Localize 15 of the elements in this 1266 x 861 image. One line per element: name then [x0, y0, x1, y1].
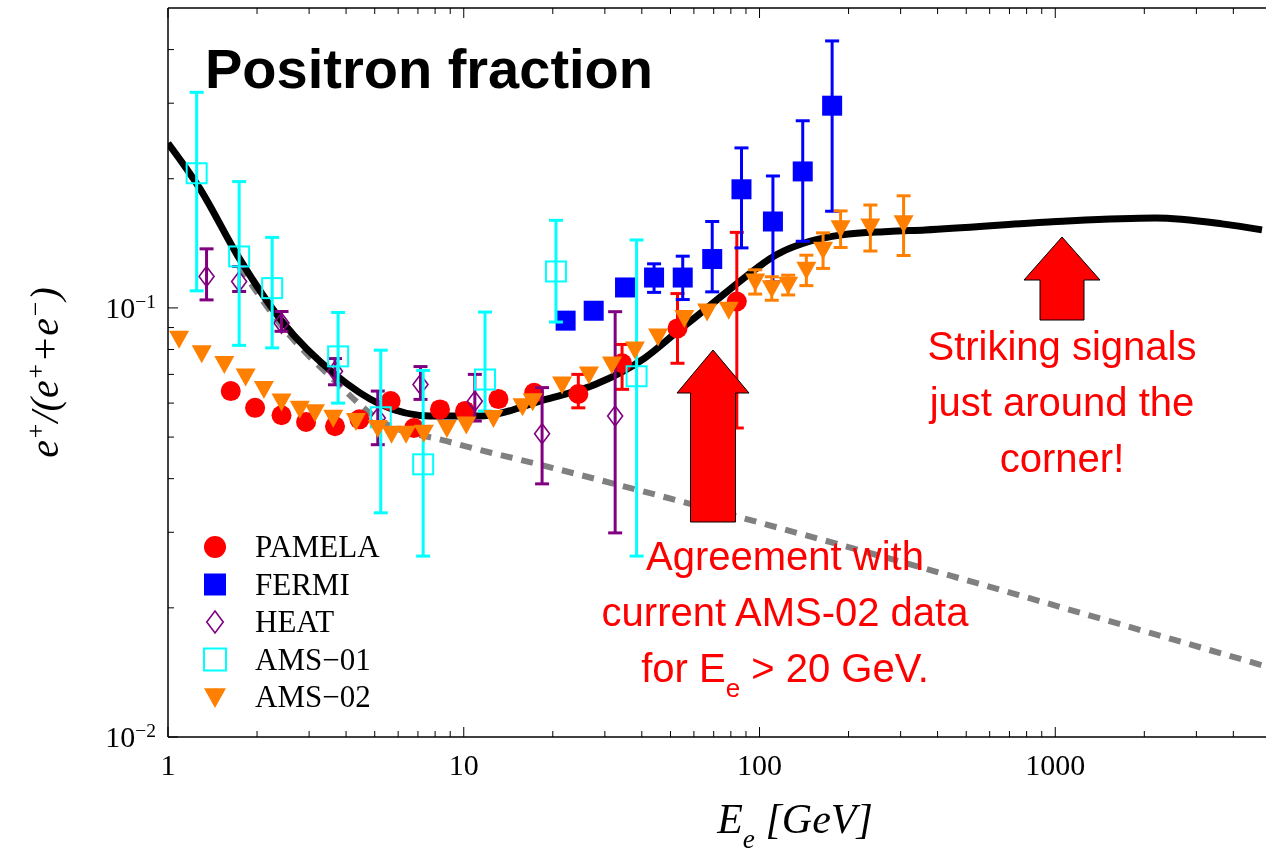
legend-label: PAMELA: [255, 529, 381, 564]
legend-label: FERMI: [255, 566, 350, 602]
x-tick-label: 1000: [1025, 748, 1086, 781]
y-tick-label: 10$^{−2}$: [105, 719, 156, 753]
legend-label: AMS−01: [255, 641, 371, 677]
x-tick-label: 10: [448, 748, 479, 781]
annotation: Agreement with current AMS-02 data for E$_{e}$ > 20 GeV.: [601, 534, 970, 703]
legend-label: AMS−02: [255, 679, 371, 714]
x-tick-label: 100: [737, 748, 783, 781]
text: Positron fraction: [205, 37, 654, 100]
y-tick-label: 10$^{−1}$: [105, 290, 156, 324]
x-axis-title: E$_{e}$ [GeV]: [716, 796, 873, 854]
legend-label: HEAT: [255, 604, 335, 639]
annotation: Striking signals just around the corner!: [927, 324, 1197, 480]
x-tick-label: 1: [160, 748, 176, 781]
